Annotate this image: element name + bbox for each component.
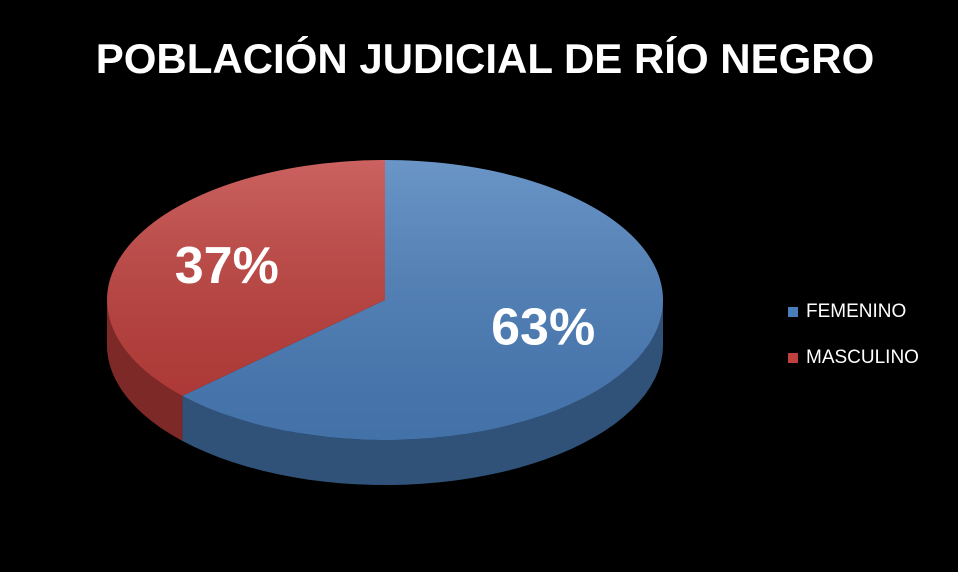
legend-label: MASCULINO bbox=[806, 347, 919, 368]
slice-side bbox=[107, 300, 183, 441]
data-label: 63% bbox=[491, 298, 595, 356]
data-label: 37% bbox=[175, 237, 279, 295]
legend-marker bbox=[788, 353, 798, 363]
slice-side-shade bbox=[182, 300, 663, 485]
legend-marker bbox=[788, 307, 798, 317]
chart-title: POBLACIÓN JUDICIAL DE RÍO NEGRO bbox=[96, 34, 875, 82]
legend-label: FEMENINO bbox=[806, 301, 906, 322]
slice-side-shade bbox=[107, 300, 183, 441]
slice-highlight bbox=[107, 160, 385, 396]
slice-side bbox=[182, 300, 663, 485]
slice-highlight bbox=[182, 160, 663, 441]
